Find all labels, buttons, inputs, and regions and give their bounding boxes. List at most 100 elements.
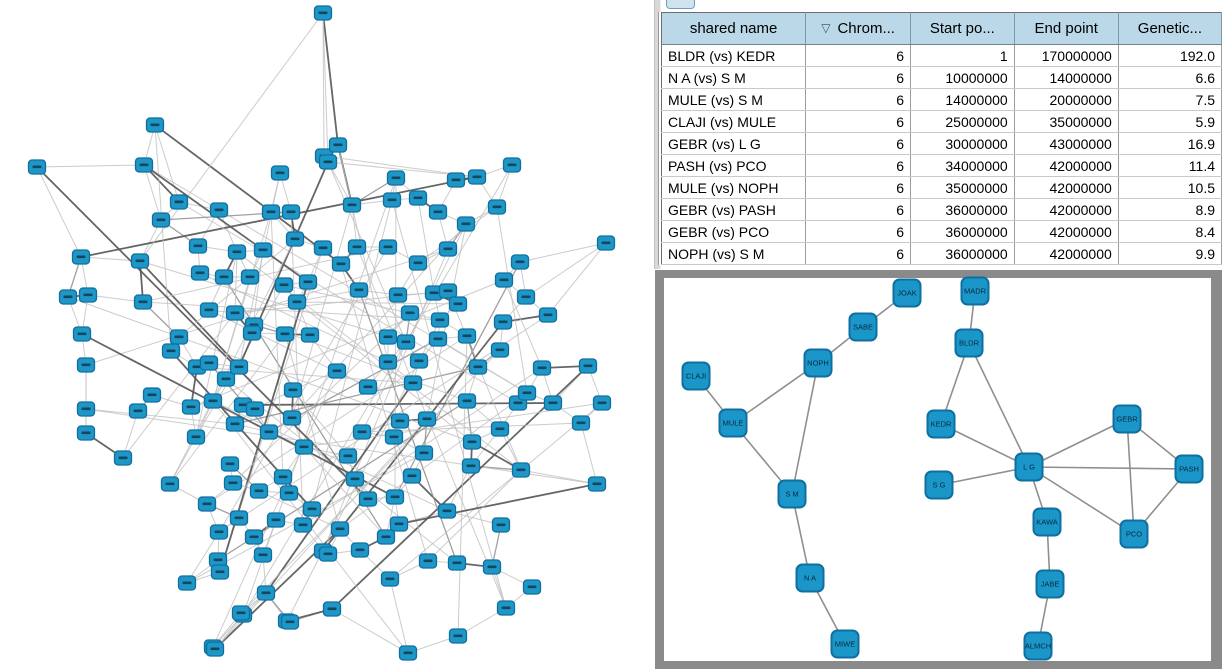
network-node[interactable] <box>266 512 286 528</box>
network-node[interactable] <box>259 424 279 440</box>
subnetwork-node-claji[interactable]: CLAJI <box>681 361 711 391</box>
table-cell[interactable]: 43000000 <box>1014 132 1119 155</box>
table-cell[interactable]: 8.9 <box>1118 198 1222 221</box>
network-node[interactable] <box>188 238 208 254</box>
network-node[interactable] <box>318 154 338 170</box>
table-cell[interactable]: 6 <box>805 44 911 67</box>
network-node[interactable] <box>330 521 350 537</box>
network-node[interactable] <box>446 172 466 188</box>
network-node[interactable] <box>240 269 260 285</box>
table-scroll-strip[interactable] <box>654 0 661 269</box>
network-node[interactable] <box>287 294 307 310</box>
network-node[interactable] <box>281 204 301 220</box>
network-node[interactable] <box>328 137 348 153</box>
network-node[interactable] <box>352 424 372 440</box>
network-node[interactable] <box>494 272 514 288</box>
table-cell[interactable]: 6 <box>805 132 911 155</box>
table-cell[interactable]: 20000000 <box>1014 88 1119 111</box>
table-cell[interactable]: GEBR (vs) PCO <box>661 220 807 243</box>
network-node[interactable] <box>408 255 428 271</box>
column-header-shared-name[interactable]: shared name <box>661 12 807 45</box>
network-node[interactable] <box>113 450 133 466</box>
table-cell[interactable]: 25000000 <box>910 110 1015 133</box>
network-node[interactable] <box>482 559 502 575</box>
table-cell[interactable]: 7.5 <box>1118 88 1222 111</box>
network-node[interactable] <box>456 216 476 232</box>
network-node[interactable] <box>58 289 78 305</box>
network-node[interactable] <box>72 326 92 342</box>
table-cell[interactable]: 6 <box>805 242 911 265</box>
table-cell[interactable]: 6 <box>805 198 911 221</box>
network-node[interactable] <box>223 475 243 491</box>
network-node[interactable] <box>76 401 96 417</box>
network-node[interactable] <box>418 553 438 569</box>
network-node[interactable] <box>318 546 338 562</box>
network-node[interactable] <box>389 516 409 532</box>
network-node[interactable] <box>279 485 299 501</box>
network-node[interactable] <box>428 204 448 220</box>
table-row[interactable]: GEBR (vs) PCO 6 36000000 42000000 8.4 <box>661 220 1222 243</box>
network-node[interactable] <box>209 202 229 218</box>
table-cell[interactable]: 10000000 <box>910 66 1015 89</box>
subnetwork-node-madr[interactable]: MADR <box>960 276 990 306</box>
table-cell[interactable]: 42000000 <box>1014 154 1119 177</box>
table-cell[interactable]: 5.9 <box>1118 110 1222 133</box>
table-cell[interactable]: 6 <box>805 154 911 177</box>
table-cell[interactable]: MULE (vs) S M <box>661 88 807 111</box>
network-node[interactable] <box>350 542 370 558</box>
table-cell[interactable]: 6 <box>805 66 911 89</box>
subnetwork-node-almch[interactable]: ALMCH <box>1023 631 1053 661</box>
network-node[interactable] <box>390 413 410 429</box>
table-cell[interactable]: GEBR (vs) L G <box>661 132 807 155</box>
table-cell[interactable]: 42000000 <box>1014 242 1119 265</box>
network-node[interactable] <box>220 456 240 472</box>
network-node[interactable] <box>398 645 418 661</box>
network-node[interactable] <box>403 375 423 391</box>
network-node[interactable] <box>430 312 450 328</box>
table-cell[interactable]: 9.9 <box>1118 242 1222 265</box>
subnetwork-node-jabe[interactable]: JABE <box>1035 569 1065 599</box>
network-node[interactable] <box>261 204 281 220</box>
column-header-genetic---[interactable]: Genetic... <box>1118 12 1222 45</box>
network-node[interactable] <box>378 354 398 370</box>
network-node[interactable] <box>331 256 351 272</box>
table-cell[interactable]: CLAJI (vs) MULE <box>661 110 807 133</box>
table-cell[interactable]: 170000000 <box>1014 44 1119 67</box>
network-node[interactable] <box>209 524 229 540</box>
subnetwork-edge[interactable] <box>1028 466 1190 470</box>
network-node[interactable] <box>225 416 245 432</box>
subnetwork-edge[interactable] <box>732 362 819 424</box>
network-node[interactable] <box>358 491 378 507</box>
table-row[interactable]: NOPH (vs) S M 6 36000000 42000000 9.9 <box>661 242 1222 265</box>
network-node[interactable] <box>242 325 262 341</box>
subnetwork-edge[interactable] <box>1126 418 1135 535</box>
network-node[interactable] <box>376 529 396 545</box>
network-node[interactable] <box>274 277 294 293</box>
subnetwork-edge[interactable] <box>938 466 1030 486</box>
table-cell[interactable]: 36000000 <box>910 220 1015 243</box>
network-node[interactable] <box>461 458 481 474</box>
subnetwork-node-mule[interactable]: MULE <box>718 408 748 438</box>
table-cell[interactable]: 34000000 <box>910 154 1015 177</box>
network-node[interactable] <box>214 269 234 285</box>
table-cell[interactable]: 11.4 <box>1118 154 1222 177</box>
network-node[interactable] <box>133 294 153 310</box>
subnetwork-node-s-g[interactable]: S G <box>924 470 954 500</box>
network-node[interactable] <box>414 445 434 461</box>
network-node[interactable] <box>161 343 181 359</box>
table-row[interactable]: GEBR (vs) L G 6 30000000 43000000 16.9 <box>661 132 1222 155</box>
network-node[interactable] <box>522 579 542 595</box>
network-node[interactable] <box>490 421 510 437</box>
network-node[interactable] <box>382 192 402 208</box>
network-node[interactable] <box>313 240 333 256</box>
table-cell[interactable]: 30000000 <box>910 132 1015 155</box>
network-node[interactable] <box>447 555 467 571</box>
subnetwork-edge[interactable] <box>1028 418 1128 468</box>
network-node[interactable] <box>502 157 522 173</box>
network-node[interactable] <box>342 197 362 213</box>
table-cell[interactable]: 35000000 <box>910 176 1015 199</box>
network-node[interactable] <box>78 287 98 303</box>
network-node[interactable] <box>71 249 91 265</box>
network-node[interactable] <box>197 496 217 512</box>
table-cell[interactable]: 6 <box>805 88 911 111</box>
